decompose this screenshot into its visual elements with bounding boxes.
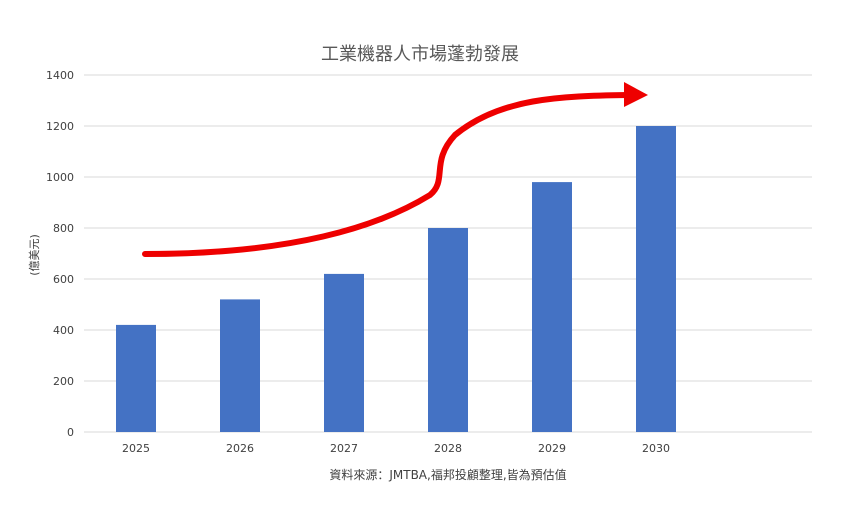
bar-2025 xyxy=(116,324,156,432)
y-tick-label: 1400 xyxy=(46,69,74,82)
x-tick-label: 2027 xyxy=(330,442,358,455)
x-tick-label: 2026 xyxy=(226,442,254,455)
bars xyxy=(116,126,676,432)
bar-2028 xyxy=(428,228,468,432)
chart-title: 工業機器人市場蓬勃發展 xyxy=(321,44,519,65)
source-note: 資料來源：JMTBA,福邦投顧整理,皆為預估值 xyxy=(329,467,566,482)
y-tick-label: 200 xyxy=(53,375,74,388)
trend-arrow-curve xyxy=(142,92,631,257)
x-tick-label: 2029 xyxy=(538,442,566,455)
y-tick-label: 400 xyxy=(53,324,74,337)
x-tick-label: 2030 xyxy=(642,442,670,455)
bar-2029 xyxy=(532,182,572,432)
bar-2026 xyxy=(220,299,260,432)
bar-2027 xyxy=(324,273,364,432)
y-tick-label: 1000 xyxy=(46,171,74,184)
y-tick-label: 1200 xyxy=(46,120,74,133)
trend-arrow xyxy=(142,82,648,257)
x-tick-label: 2028 xyxy=(434,442,462,455)
y-axis-label: (億美元) xyxy=(28,234,41,276)
x-axis-ticks: 2025 2026 2027 2028 2029 2030 xyxy=(122,442,670,455)
y-axis-ticks: 0 200 400 600 800 1000 1200 1400 xyxy=(46,69,74,439)
trend-arrow-head xyxy=(624,82,648,107)
y-tick-label: 0 xyxy=(67,426,74,439)
y-tick-label: 800 xyxy=(53,222,74,235)
x-tick-label: 2025 xyxy=(122,442,150,455)
bar-2030 xyxy=(636,126,676,432)
y-tick-label: 600 xyxy=(53,273,74,286)
